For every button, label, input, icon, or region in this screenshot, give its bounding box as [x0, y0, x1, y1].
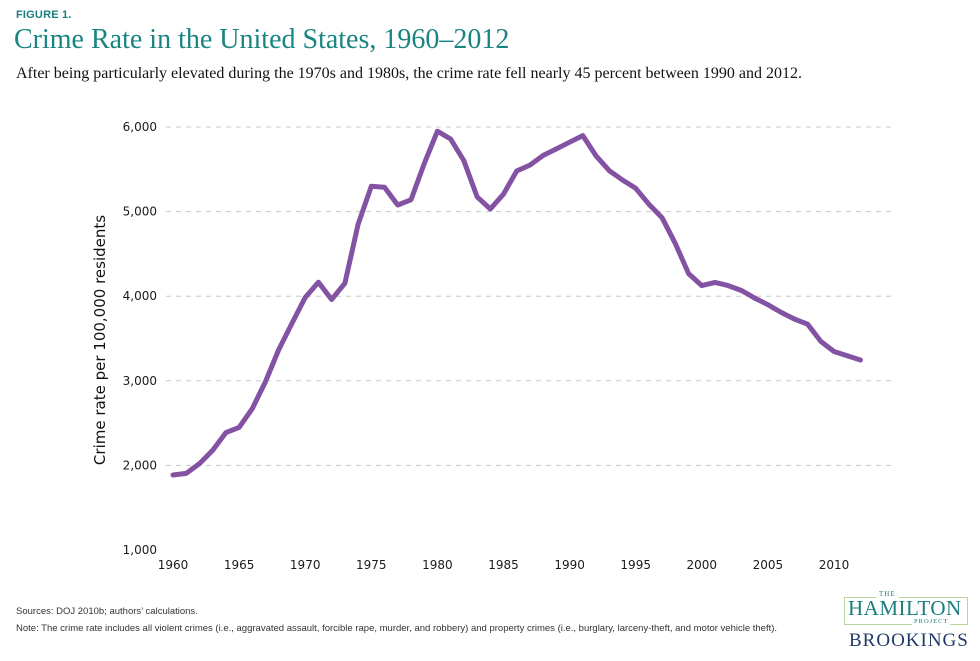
note-text: Note: The crime rate includes all violen…	[16, 623, 778, 634]
logo-the: THE	[876, 590, 899, 598]
y-tick-label: 5,000	[123, 205, 157, 219]
x-tick-label: 1985	[488, 558, 519, 572]
y-axis-ticks: 1,000 2,000 3,000 4,000 5,000 6,000	[123, 120, 157, 557]
logo-frame	[844, 597, 968, 625]
x-tick-label: 1995	[620, 558, 651, 572]
x-tick-label: 1980	[422, 558, 453, 572]
chart-title: Crime Rate in the United States, 1960–20…	[14, 24, 510, 55]
x-tick-label: 1970	[290, 558, 321, 572]
y-tick-label: 3,000	[123, 374, 157, 388]
y-tick-label: 2,000	[123, 458, 157, 472]
x-tick-label: 2010	[819, 558, 850, 572]
chart-subtitle: After being particularly elevated during…	[16, 65, 802, 82]
series-line-crime-rate	[170, 128, 863, 478]
series-group	[170, 128, 863, 478]
x-tick-label: 1975	[356, 558, 387, 572]
y-tick-label: 6,000	[123, 120, 157, 134]
gridlines	[166, 126, 893, 466]
x-tick-label: 1990	[554, 558, 585, 572]
x-tick-label: 2005	[753, 558, 784, 572]
x-tick-label: 2000	[687, 558, 718, 572]
y-tick-label: 4,000	[123, 289, 157, 303]
figure-label: FIGURE 1.	[16, 9, 72, 21]
logo-hamilton: HAMILTON	[848, 596, 962, 620]
x-tick-label: 1965	[224, 558, 255, 572]
logo-project: PROJECT	[912, 618, 951, 625]
x-axis-ticks: 1960 1965 1970 1975 1980 1985 1990 1995 2000 2005…	[158, 558, 850, 572]
hamilton-brookings-logo: THE HAMILTON PROJECT BROOKINGS	[838, 588, 978, 654]
sources-text: Sources: DOJ 2010b; authors’ calculation…	[16, 606, 198, 617]
x-tick-label: 1960	[158, 558, 189, 572]
logo-brookings: BROOKINGS	[849, 630, 969, 651]
y-tick-label: 1,000	[123, 543, 157, 557]
y-axis-label: Crime rate per 100,000 residents	[91, 215, 109, 465]
